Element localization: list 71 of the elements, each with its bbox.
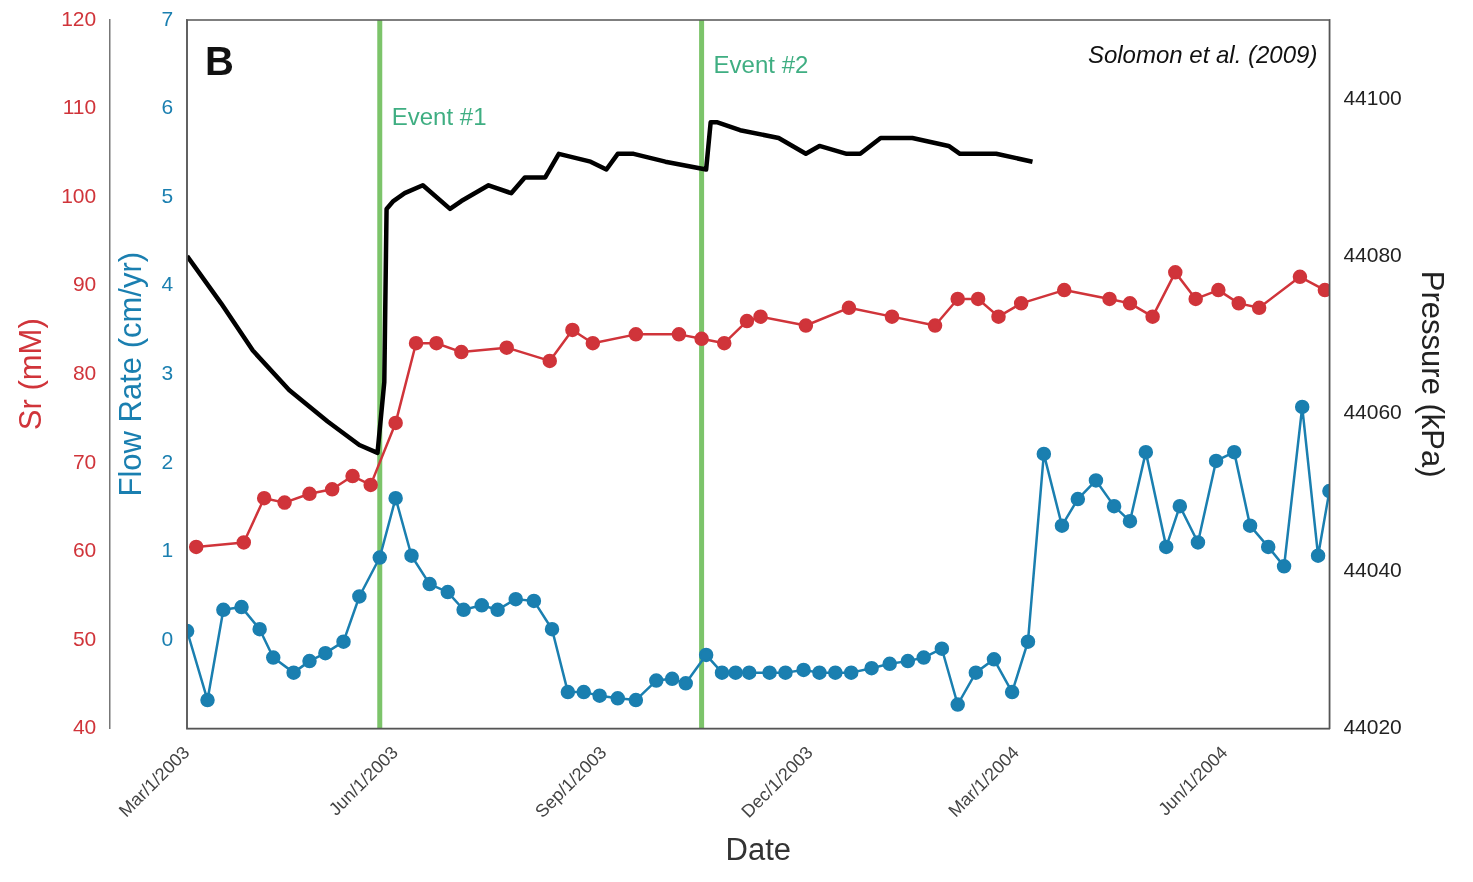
- y2-tick-label: 44040: [1343, 557, 1402, 581]
- point: [694, 331, 709, 347]
- point: [950, 291, 965, 307]
- point: [1251, 300, 1267, 316]
- point: [188, 539, 204, 555]
- point: [565, 322, 580, 338]
- y3-tick-label: 100: [61, 183, 97, 207]
- y3-axis-title: Sr (mM): [13, 318, 49, 431]
- y3-tick-label: 70: [72, 449, 97, 473]
- x-axis-title: Date: [725, 831, 791, 867]
- point: [236, 535, 252, 550]
- point: [542, 353, 557, 369]
- point: [429, 335, 444, 351]
- y-tick-label: 6: [161, 95, 174, 119]
- y-tick-label: 7: [161, 6, 174, 30]
- y3-tick-label: 80: [72, 361, 97, 384]
- point: [302, 486, 317, 501]
- y-tick-label: 4: [161, 272, 174, 296]
- point: [841, 300, 857, 316]
- point: [585, 335, 601, 351]
- point: [408, 335, 424, 351]
- y3-tick-label: 50: [72, 626, 97, 650]
- point: [717, 335, 732, 351]
- y-tick-label: 3: [161, 361, 174, 384]
- y3-tick-label: 110: [62, 95, 97, 119]
- y2-tick-label: 44100: [1343, 85, 1402, 109]
- point: [1056, 282, 1072, 298]
- annotation: B: [205, 39, 235, 84]
- point: [499, 340, 514, 355]
- y-tick-label: 2: [161, 449, 174, 473]
- point: [363, 477, 378, 493]
- annotation: Solomon et al. (2009): [1087, 40, 1318, 68]
- y-tick-label: 1: [161, 538, 174, 562]
- y-axis-title: Flow Rate (cm/yr): [113, 251, 149, 497]
- point: [388, 415, 403, 431]
- y-tick-label: 5: [161, 183, 174, 207]
- point: [1292, 269, 1308, 285]
- point: [1211, 282, 1226, 298]
- point: [628, 327, 644, 342]
- y2-tick-label: 44060: [1343, 400, 1402, 424]
- point: [1145, 309, 1160, 324]
- point: [1188, 291, 1203, 307]
- y2-axis-title: Pressure (kPa): [1414, 270, 1450, 478]
- y2-tick-label: 44020: [1343, 715, 1402, 739]
- point: [970, 291, 986, 307]
- point: [1122, 296, 1138, 311]
- y3-tick-label: 40: [72, 715, 97, 739]
- point: [884, 309, 900, 324]
- point: [1317, 282, 1330, 298]
- point: [991, 309, 1006, 324]
- point: [798, 318, 814, 333]
- y3-tick-label: 120: [61, 6, 97, 30]
- point: [1013, 296, 1029, 311]
- point: [927, 318, 943, 333]
- point: [324, 482, 340, 497]
- y-tick-label: 0: [161, 626, 174, 650]
- point: [277, 495, 292, 510]
- point: [671, 327, 687, 342]
- point: [1231, 296, 1246, 311]
- point: [454, 344, 469, 360]
- y3-tick-label: 60: [72, 538, 97, 562]
- y3-tick-label: 90: [72, 272, 97, 296]
- point: [345, 468, 360, 484]
- ref-line-label: Event #2: [713, 50, 809, 78]
- point: [256, 490, 272, 506]
- point: [1102, 291, 1117, 307]
- ref-line-label: Event #1: [391, 102, 487, 130]
- y2-tick-label: 44080: [1343, 242, 1402, 266]
- point: [1168, 265, 1183, 280]
- point: [739, 313, 755, 329]
- point: [753, 309, 768, 324]
